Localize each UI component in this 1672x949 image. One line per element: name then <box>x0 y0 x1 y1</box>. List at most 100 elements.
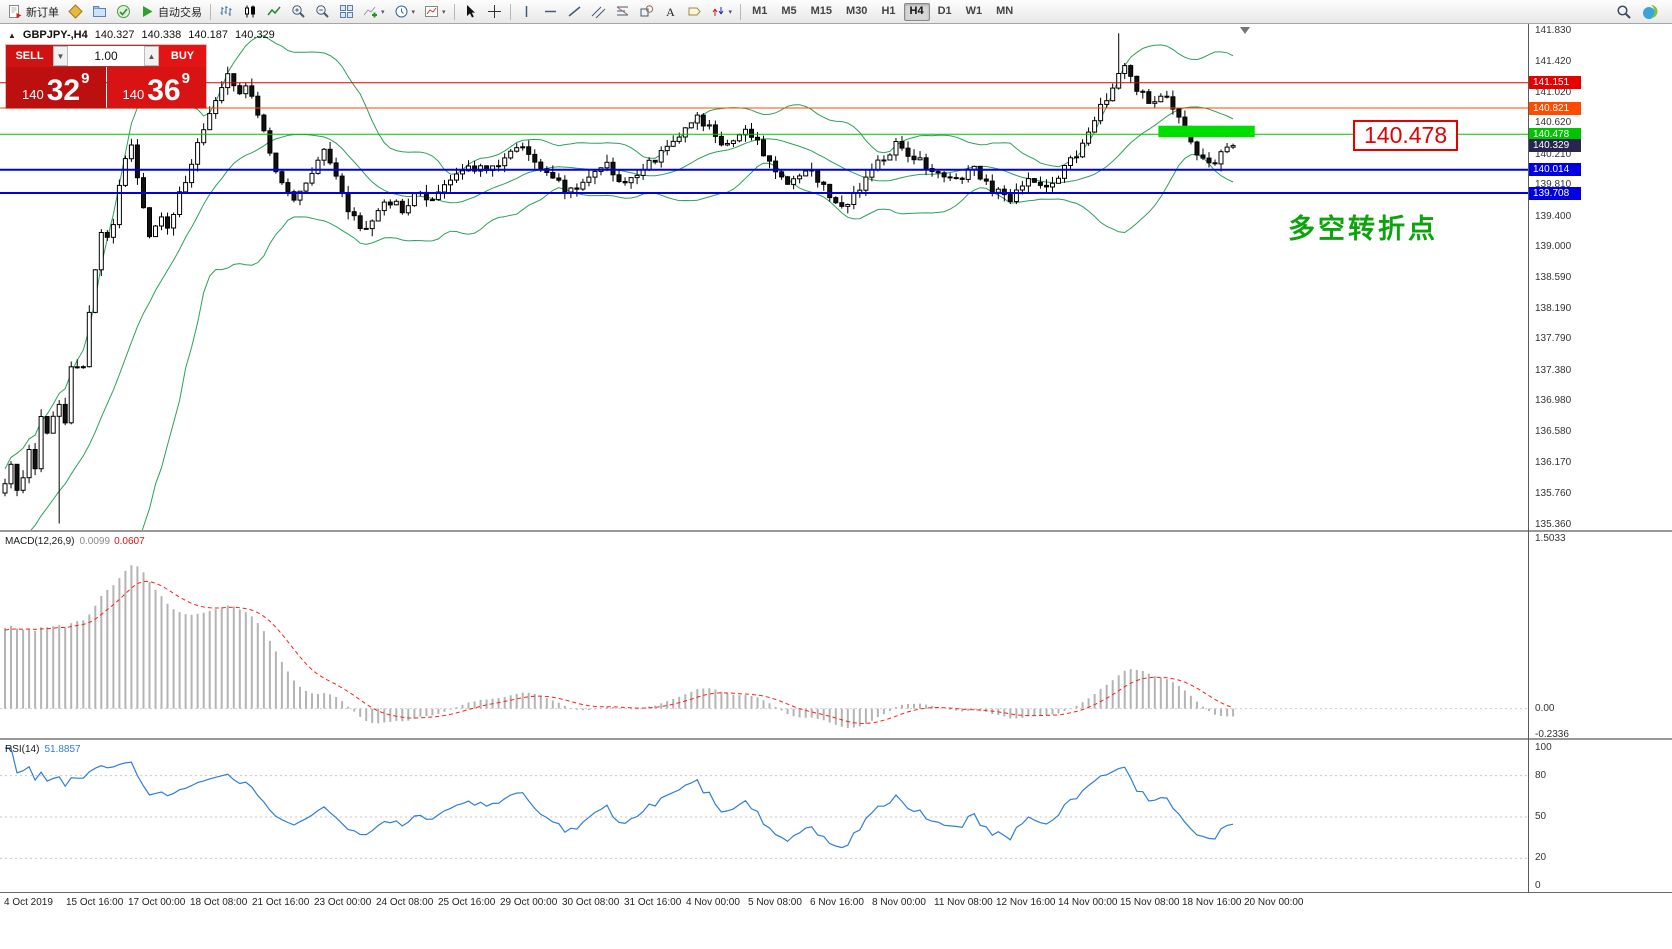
chart-shift-marker[interactable] <box>1240 27 1250 34</box>
cursor-button[interactable] <box>459 2 482 22</box>
dropdown-arrow-icon: ▾ <box>728 8 733 16</box>
price-tick: 136.580 <box>1535 425 1572 437</box>
panel-separator[interactable] <box>0 738 1672 740</box>
timeframe-h4[interactable]: H4 <box>903 2 930 21</box>
timeframe-m5[interactable]: M5 <box>781 4 797 17</box>
candlestick-chart-button[interactable] <box>239 2 262 22</box>
time-label: 6 Nov 16:00 <box>810 897 864 908</box>
timeframe-d1[interactable]: D1 <box>937 4 952 17</box>
dropdown-arrow-icon: ▾ <box>411 8 416 16</box>
zoom-out-button[interactable] <box>311 2 334 22</box>
time-axis[interactable]: 4 Oct 2019 15 Oct 16:00 17 Oct 00:00 18 Oct… <box>0 893 1528 915</box>
vertical-line-button[interactable] <box>515 2 538 22</box>
time-axis-separator <box>0 892 1672 893</box>
volume-increase-button[interactable]: ▲ <box>144 46 159 66</box>
metaquotes-logo <box>1643 4 1658 19</box>
channel-button[interactable] <box>587 2 610 22</box>
bid-price-big: 32 <box>46 74 81 107</box>
price-callout-label[interactable]: 140.478 <box>1353 120 1459 151</box>
new-chart-button[interactable] <box>64 2 87 22</box>
price-tick: 141.830 <box>1535 25 1572 36</box>
timeframe-mn[interactable]: MN <box>996 4 1014 17</box>
templates-button[interactable]: ▾ <box>420 2 450 22</box>
trendline-button[interactable] <box>563 2 586 22</box>
volume-decrease-button[interactable]: ▼ <box>53 46 68 66</box>
symbol-info-bar: ▲ GBPJPY-,H4 140.327 140.338 140.187 140… <box>8 29 275 41</box>
toolbar-separator <box>509 3 511 20</box>
ohlc-open: 140.327 <box>94 29 135 41</box>
ohlc-low: 140.187 <box>188 29 229 41</box>
toolbar-separator <box>453 3 455 20</box>
volume-input[interactable] <box>68 46 144 66</box>
timeframe-h1[interactable]: H1 <box>881 4 896 17</box>
ask-price-base: 140 <box>122 87 145 102</box>
arrows-button[interactable]: ▾ <box>707 2 737 22</box>
price-tick: 136.980 <box>1535 395 1572 407</box>
zoom-in-button[interactable] <box>287 2 310 22</box>
ask-price-button[interactable]: 140 36 9 <box>106 67 206 108</box>
equidistant-channel-icon <box>591 6 605 19</box>
search-button[interactable] <box>1612 2 1636 22</box>
time-label: 4 Nov 00:00 <box>686 897 740 908</box>
price-marker-badge: 139.708 <box>1529 186 1581 200</box>
price-tick: 137.790 <box>1535 333 1572 345</box>
profiles-button[interactable] <box>88 2 111 22</box>
time-label: 5 Nov 08:00 <box>748 897 802 908</box>
text-icon: A <box>666 5 675 19</box>
shapes-button[interactable] <box>635 2 658 22</box>
price-tick: 141.020 <box>1535 86 1572 98</box>
fibonacci-button[interactable] <box>611 2 634 22</box>
search-icon <box>1617 4 1631 19</box>
indicators-button[interactable]: ▾ <box>359 2 389 22</box>
symbol-title: GBPJPY-,H4 <box>22 29 88 41</box>
ask-price-pip: 9 <box>181 70 190 87</box>
rsi-panel-label: RSI(14) 51.8857 <box>5 744 81 755</box>
market-button[interactable] <box>112 2 135 22</box>
time-label: 12 Nov 16:00 <box>996 897 1056 908</box>
new-order-button[interactable]: 新订单 <box>4 2 63 22</box>
rsi-name: RSI(14) <box>5 744 40 755</box>
price-tick: 140.620 <box>1535 117 1572 129</box>
tile-windows-button[interactable] <box>335 2 358 22</box>
ask-price-big: 36 <box>147 74 181 107</box>
timeframe-w1[interactable]: W1 <box>965 4 983 17</box>
price-axis[interactable]: 141.830 141.420 141.020 140.620 140.210 139.8… <box>1529 0 1672 949</box>
panel-separator[interactable] <box>0 530 1672 532</box>
timeframe-m1[interactable]: M1 <box>752 4 768 17</box>
candlestick-chart-icon <box>245 5 255 18</box>
autotrading-button[interactable]: 自动交易 <box>136 2 206 22</box>
bar-chart-button[interactable] <box>215 2 238 22</box>
line-chart-button[interactable] <box>263 2 286 22</box>
bid-price-button[interactable]: 140 32 9 <box>6 67 106 108</box>
price-tick: 135.360 <box>1535 519 1572 530</box>
crosshair-button[interactable] <box>483 2 506 22</box>
timeframe-m30[interactable]: M30 <box>846 4 868 17</box>
price-tick: 135.760 <box>1535 488 1572 500</box>
oneclick-collapse-icon[interactable]: ▲ <box>8 30 16 40</box>
buy-button[interactable]: BUY <box>159 45 206 67</box>
text-label-button[interactable] <box>683 2 706 22</box>
vertical-line-icon <box>525 6 527 17</box>
periods-button[interactable]: ▾ <box>390 2 420 22</box>
price-tick: 140.210 <box>1535 148 1572 160</box>
turning-point-annotation[interactable]: 多空转折点 <box>1288 214 1438 244</box>
text-button[interactable]: A <box>659 2 682 22</box>
time-label: 18 Oct 08:00 <box>190 897 248 908</box>
rsi-scale-tick: 20 <box>1535 852 1547 864</box>
macd-scale-tick: 0.00 <box>1535 702 1555 714</box>
macd-scale-tick: -0.2336 <box>1535 729 1569 740</box>
sell-button[interactable]: SELL <box>6 45 53 67</box>
time-label: 30 Oct 08:00 <box>562 897 620 908</box>
time-label: 18 Nov 16:00 <box>1182 897 1242 908</box>
text-label-icon <box>688 7 701 16</box>
shapes-icon <box>640 5 653 17</box>
new-order-icon <box>9 5 22 18</box>
price-tick: 139.400 <box>1535 210 1572 222</box>
timeframe-m15[interactable]: M15 <box>810 4 833 17</box>
line-chart-icon <box>267 6 281 16</box>
horizontal-line-button[interactable] <box>539 2 562 22</box>
macd-scale-tick: 1.5033 <box>1535 533 1566 544</box>
toolbar: 新订单 自动交易 <box>0 0 1672 24</box>
price-tick: 139.000 <box>1535 241 1572 253</box>
